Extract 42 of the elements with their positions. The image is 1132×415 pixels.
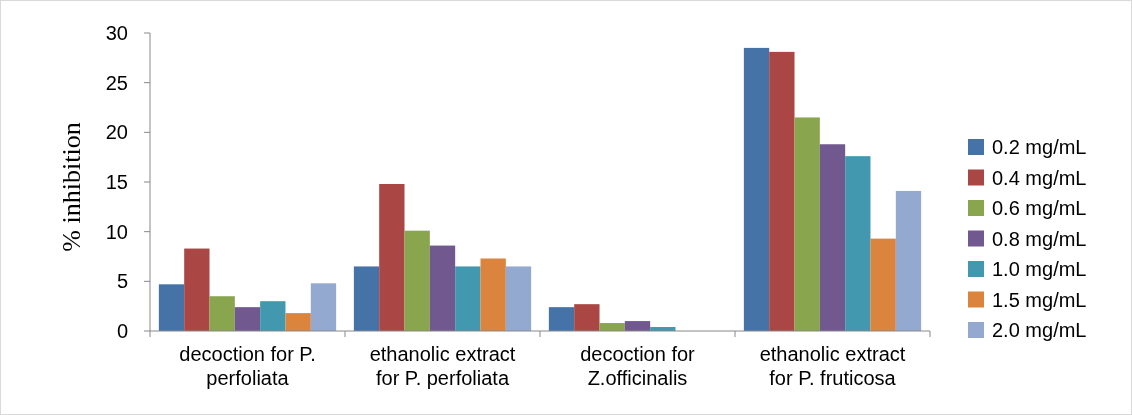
bar — [794, 117, 820, 331]
bar — [353, 266, 380, 331]
bar — [429, 245, 456, 331]
legend-label: 1.5 mg/mL — [992, 288, 1087, 311]
bar — [574, 304, 600, 331]
bar — [505, 266, 532, 331]
bar — [895, 190, 922, 331]
x-tick-label: decoction for P. perfoliata — [179, 343, 316, 389]
bar — [158, 284, 185, 331]
legend-label: 0.6 mg/mL — [992, 197, 1087, 219]
x-tick-label: ethanolic extract for P. fruticosa — [759, 343, 906, 389]
y-tick-label: 20 — [105, 121, 128, 144]
bar — [285, 313, 311, 331]
legend-label: 0.4 mg/mL — [992, 166, 1087, 189]
bar — [310, 283, 337, 331]
y-axis-title: % inhibition — [57, 122, 86, 252]
y-tick-label: 5 — [116, 270, 128, 293]
bar — [404, 230, 430, 331]
bar — [769, 51, 795, 331]
bar — [260, 301, 286, 331]
bar — [480, 258, 506, 331]
x-tick-label: decoction for Z.officinalis — [580, 343, 696, 389]
bar — [870, 238, 896, 331]
legend-label: 2.0 mg/mL — [992, 319, 1087, 341]
y-tick-label: 25 — [105, 71, 128, 94]
bar — [743, 47, 770, 331]
bar — [548, 307, 575, 331]
bar — [455, 266, 481, 331]
y-tick-label: 0 — [116, 320, 128, 342]
y-tick-label: 15 — [105, 171, 128, 193]
legend-label: 0.8 mg/mL — [992, 227, 1087, 250]
bar — [379, 183, 405, 331]
y-tick-label: 10 — [105, 220, 128, 243]
bar — [184, 248, 210, 331]
x-tick-label: ethanolic extract for P. perfoliata — [369, 343, 516, 389]
bar — [209, 296, 235, 331]
bar — [819, 144, 846, 331]
y-tick-label: 30 — [105, 22, 128, 44]
legend-label: 1.0 mg/mL — [992, 258, 1087, 280]
bar — [845, 156, 871, 331]
legend-label: 0.2 mg/mL — [992, 136, 1087, 158]
bar — [234, 307, 261, 331]
